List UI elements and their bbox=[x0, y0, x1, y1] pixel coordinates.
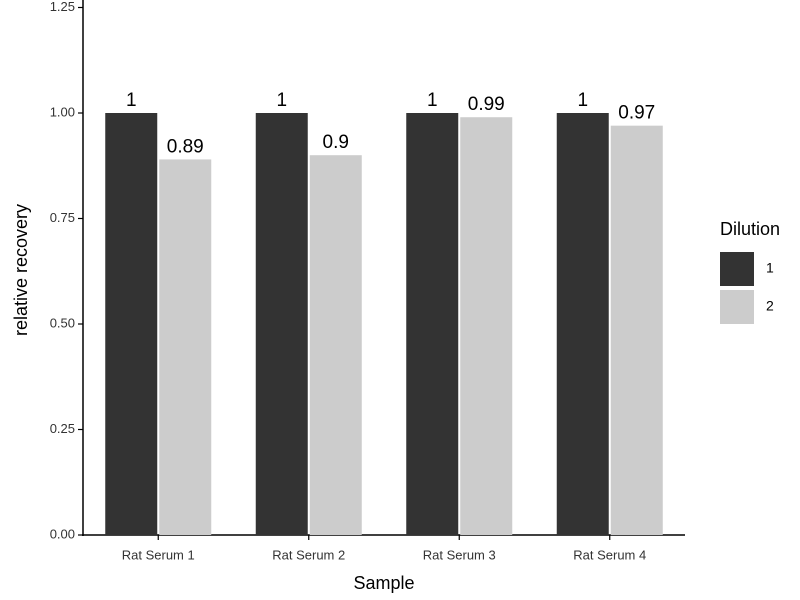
y-tick-label: 1.25 bbox=[50, 0, 75, 14]
legend-title: Dilution bbox=[720, 219, 780, 239]
legend-label: 2 bbox=[766, 298, 774, 314]
x-tick-label: Rat Serum 4 bbox=[573, 547, 646, 562]
x-tick-label: Rat Serum 3 bbox=[423, 547, 496, 562]
y-tick-label: 1.00 bbox=[50, 104, 75, 119]
legend-label: 1 bbox=[766, 260, 774, 276]
bar bbox=[255, 113, 308, 535]
y-tick-label: 0.50 bbox=[50, 315, 75, 330]
data-label: 1 bbox=[126, 90, 137, 111]
x-axis-title: Sample bbox=[353, 573, 414, 593]
legend-swatch bbox=[720, 252, 754, 286]
data-label: 0.9 bbox=[323, 132, 349, 153]
x-tick-label: Rat Serum 2 bbox=[272, 547, 345, 562]
y-tick-label: 0.00 bbox=[50, 526, 75, 541]
bar bbox=[159, 159, 212, 536]
legend-swatch bbox=[720, 290, 754, 324]
data-label: 0.97 bbox=[618, 103, 655, 124]
bar bbox=[105, 113, 158, 535]
data-label: 0.89 bbox=[167, 136, 204, 157]
data-label: 0.99 bbox=[468, 94, 505, 115]
y-axis-title: relative recovery bbox=[11, 204, 31, 336]
data-label: 1 bbox=[427, 90, 438, 111]
x-tick-label: Rat Serum 1 bbox=[122, 547, 195, 562]
data-label: 1 bbox=[276, 90, 287, 111]
y-tick-label: 0.75 bbox=[50, 210, 75, 225]
data-label: 1 bbox=[577, 90, 588, 111]
bar bbox=[610, 125, 663, 535]
bar bbox=[460, 117, 513, 535]
y-tick-label: 0.25 bbox=[50, 421, 75, 436]
bar bbox=[406, 113, 459, 535]
bar bbox=[309, 155, 362, 535]
bar bbox=[556, 113, 609, 535]
